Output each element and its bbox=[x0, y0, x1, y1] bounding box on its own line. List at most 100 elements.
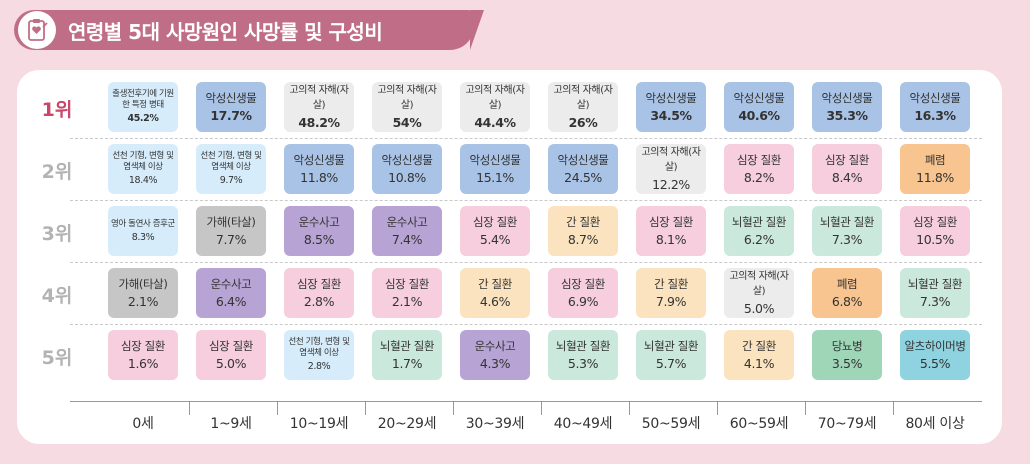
cause-label: 폐렴 bbox=[924, 152, 946, 167]
percent-label: 4.6% bbox=[479, 293, 511, 309]
cause-label: 뇌혈관 질환 bbox=[379, 338, 435, 353]
axis-divider bbox=[893, 401, 894, 415]
clipboard-heart-icon bbox=[18, 11, 56, 49]
cause-label: 악성신생물 bbox=[293, 152, 345, 167]
age-label: 20~29세 bbox=[377, 416, 437, 432]
cause-cell: 선천 기형, 변형 및 염색체 이상 9.7% bbox=[196, 144, 266, 194]
age-label: 70~79세 bbox=[817, 416, 877, 432]
cause-label: 알츠하이머병 bbox=[904, 338, 966, 353]
cause-cell: 심장 질환 5.0% bbox=[196, 330, 266, 380]
age-label: 0세 bbox=[132, 416, 154, 432]
rank-label: 1위 bbox=[41, 99, 73, 121]
cause-cell: 심장 질환 8.1% bbox=[636, 206, 706, 256]
percent-label: 15.1% bbox=[476, 169, 514, 185]
percent-label: 1.6% bbox=[127, 355, 159, 371]
cause-label: 심장 질환 bbox=[473, 214, 517, 229]
axis-divider bbox=[541, 401, 542, 415]
cause-label: 악성신생물 bbox=[645, 90, 697, 105]
cause-cell: 가해(타살) 2.1% bbox=[108, 268, 178, 318]
cause-label: 선천 기형, 변형 및 염색체 이상 bbox=[112, 151, 174, 172]
percent-label: 17.7% bbox=[210, 107, 252, 123]
percent-label: 54% bbox=[392, 115, 422, 130]
percent-label: 40.6% bbox=[738, 107, 780, 123]
cause-label: 간 질환 bbox=[478, 276, 512, 291]
axis-divider bbox=[805, 401, 806, 415]
percent-label: 5.0% bbox=[215, 355, 247, 371]
percent-label: 7.3% bbox=[919, 293, 951, 309]
cause-cell: 선천 기형, 변형 및 염색체 이상 2.8% bbox=[284, 330, 354, 380]
axis-divider bbox=[189, 401, 190, 415]
cause-label: 뇌혈관 질환 bbox=[555, 338, 611, 353]
axis-divider bbox=[629, 401, 630, 415]
cause-label: 영아 돌연사 증후군 bbox=[111, 218, 175, 229]
cause-cell: 심장 질환 2.1% bbox=[372, 268, 442, 318]
cause-cell: 뇌혈관 질환 5.3% bbox=[548, 330, 618, 380]
cause-cell: 간 질환 4.1% bbox=[724, 330, 794, 380]
cause-label: 당뇨병 bbox=[831, 338, 863, 353]
percent-label: 2.8% bbox=[307, 361, 331, 372]
percent-label: 10.8% bbox=[388, 169, 426, 185]
cause-cell: 폐렴 6.8% bbox=[812, 268, 882, 318]
cause-cell: 고의적 자해(자살) 44.4% bbox=[460, 82, 530, 132]
cause-cell: 가해(타살) 7.7% bbox=[196, 206, 266, 256]
cause-label: 고의적 자해(자살) bbox=[289, 85, 349, 111]
cause-cell: 악성신생물 10.8% bbox=[372, 144, 442, 194]
percent-label: 10.5% bbox=[916, 231, 954, 247]
cause-label: 운수사고 bbox=[298, 214, 340, 229]
cause-cell: 뇌혈관 질환 7.3% bbox=[900, 268, 970, 318]
cause-label: 운수사고 bbox=[210, 276, 252, 291]
cause-cell: 뇌혈관 질환 6.2% bbox=[724, 206, 794, 256]
cause-label: 고의적 자해(자살) bbox=[465, 85, 525, 111]
cause-cell: 운수사고 4.3% bbox=[460, 330, 530, 380]
cause-cell: 고의적 자해(자살) 48.2% bbox=[284, 82, 354, 132]
cause-label: 악성신생물 bbox=[821, 90, 873, 105]
cause-cell: 간 질환 8.7% bbox=[548, 206, 618, 256]
cause-cell: 간 질환 7.9% bbox=[636, 268, 706, 318]
row-separator bbox=[70, 262, 982, 263]
cause-label: 악성신생물 bbox=[909, 90, 961, 105]
cause-label: 운수사고 bbox=[474, 338, 516, 353]
cause-label: 폐렴 bbox=[836, 276, 858, 291]
cause-label: 간 질환 bbox=[742, 338, 776, 353]
cause-cell: 악성신생물 34.5% bbox=[636, 82, 706, 132]
percent-label: 5.7% bbox=[655, 355, 687, 371]
cause-label: 심장 질환 bbox=[913, 214, 957, 229]
cause-cell: 악성신생물 11.8% bbox=[284, 144, 354, 194]
age-label: 30~39세 bbox=[465, 416, 525, 432]
percent-label: 7.9% bbox=[655, 293, 687, 309]
cause-label: 심장 질환 bbox=[649, 214, 693, 229]
cause-cell: 뇌혈관 질환 7.3% bbox=[812, 206, 882, 256]
row-separator bbox=[70, 200, 982, 201]
percent-label: 12.2% bbox=[652, 177, 690, 192]
cause-cell: 운수사고 6.4% bbox=[196, 268, 266, 318]
percent-label: 3.5% bbox=[831, 355, 863, 371]
percent-label: 18.4% bbox=[128, 175, 158, 186]
cause-label: 악성신생물 bbox=[733, 90, 785, 105]
cause-cell: 뇌혈관 질환 1.7% bbox=[372, 330, 442, 380]
age-label: 60~59세 bbox=[729, 416, 789, 432]
percent-label: 4.3% bbox=[479, 355, 511, 371]
cause-cell: 심장 질환 10.5% bbox=[900, 206, 970, 256]
cause-cell: 악성신생물 15.1% bbox=[460, 144, 530, 194]
cause-cell: 영아 돌연사 증후군 8.3% bbox=[108, 206, 178, 256]
cause-cell: 간 질환 4.6% bbox=[460, 268, 530, 318]
cause-cell: 운수사고 8.5% bbox=[284, 206, 354, 256]
cause-cell: 뇌혈관 질환 5.7% bbox=[636, 330, 706, 380]
page-title: 연령별 5대 사망원인 사망률 및 구성비 bbox=[68, 19, 383, 44]
percent-label: 7.4% bbox=[391, 231, 423, 247]
percent-label: 26% bbox=[568, 115, 598, 130]
percent-label: 8.3% bbox=[131, 231, 155, 243]
cause-label: 간 질환 bbox=[566, 214, 600, 229]
cause-label: 간 질환 bbox=[654, 276, 688, 291]
percent-label: 8.1% bbox=[655, 231, 687, 247]
percent-label: 8.4% bbox=[831, 169, 863, 185]
cause-label: 악성신생물 bbox=[557, 152, 609, 167]
cause-cell: 악성신생물 16.3% bbox=[900, 82, 970, 132]
rank-label: 5위 bbox=[41, 347, 73, 369]
cause-label: 고의적 자해(자살) bbox=[377, 85, 437, 111]
cause-label: 운수사고 bbox=[386, 214, 428, 229]
cause-cell: 악성신생물 40.6% bbox=[724, 82, 794, 132]
percent-label: 6.8% bbox=[831, 293, 863, 309]
percent-label: 8.5% bbox=[303, 231, 335, 247]
cause-cell: 심장 질환 6.9% bbox=[548, 268, 618, 318]
